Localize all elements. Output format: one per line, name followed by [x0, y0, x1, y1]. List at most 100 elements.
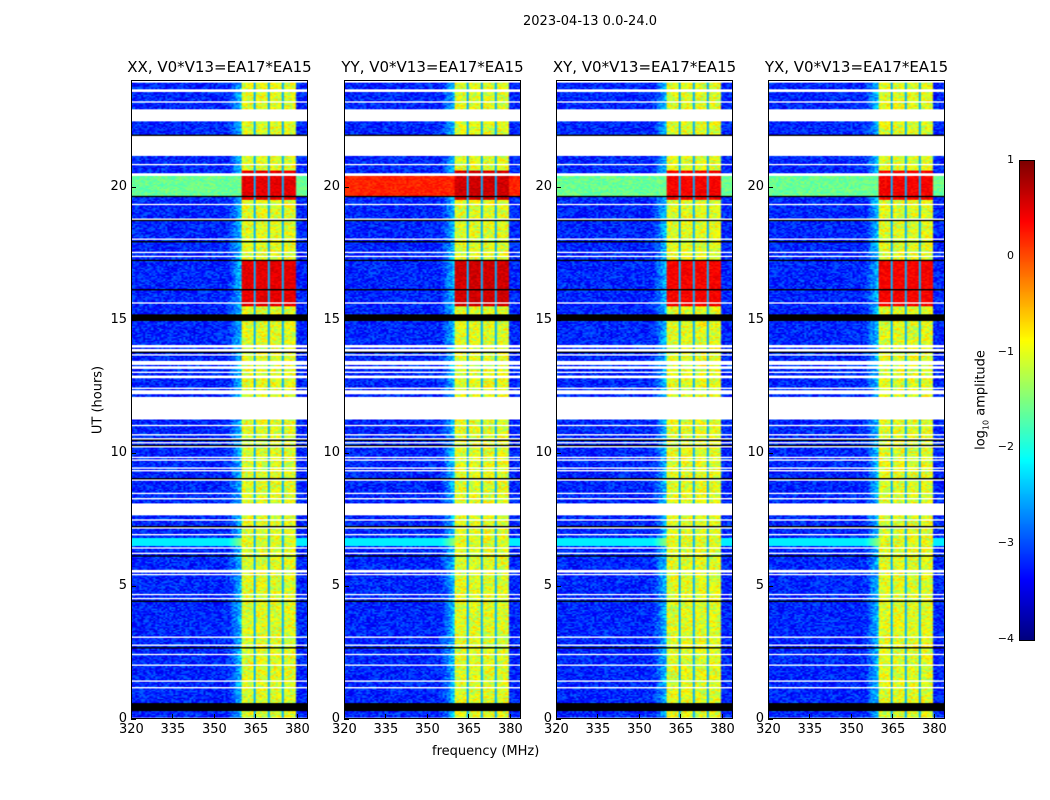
x-tick-mark	[296, 714, 298, 719]
x-tick-mark	[768, 714, 769, 719]
y-tick-label: 0	[543, 711, 552, 726]
y-tick-mark	[768, 452, 773, 454]
x-tick-label: 380	[709, 722, 735, 737]
x-tick-label: 335	[585, 722, 611, 737]
y-tick-mark	[344, 319, 349, 321]
panel-2: XY, V0*V13=EA17*EA15 320 335 350 365 380 0 5 10 1…	[535, 58, 736, 737]
y-tick-mark	[556, 186, 561, 188]
colorbar-tick-label: −1	[997, 344, 1014, 358]
x-tick-label: 335	[797, 722, 823, 737]
x-tick-mark	[468, 714, 470, 719]
y-tick-label: 10	[535, 444, 552, 460]
y-tick-label: 10	[747, 444, 764, 460]
x-tick-mark	[556, 714, 557, 719]
waterfall-heatmap	[344, 80, 521, 719]
panel-1: YY, V0*V13=EA17*EA15 320 335 350 365 380 0 5 10 1…	[323, 58, 523, 737]
y-tick-label: 10	[110, 444, 127, 460]
y-tick-mark	[556, 319, 561, 321]
panel-title: YX, V0*V13=EA17*EA15	[764, 58, 949, 76]
x-tick-label: 380	[284, 722, 310, 737]
panel-title: XX, V0*V13=EA17*EA15	[127, 58, 312, 76]
x-tick-label: 365	[456, 722, 482, 737]
x-tick-label: 320	[756, 722, 781, 737]
y-tick-mark	[344, 452, 349, 454]
x-tick-label: 335	[373, 722, 399, 737]
y-tick-label: 15	[747, 311, 764, 327]
x-tick-mark	[172, 714, 174, 719]
y-tick-label: 5	[331, 577, 340, 593]
x-tick-label: 335	[160, 722, 186, 737]
axes-frame	[131, 80, 308, 719]
x-tick-mark	[255, 714, 257, 719]
y-tick-mark	[556, 452, 561, 454]
y-tick-label: 0	[331, 711, 340, 726]
y-tick-label: 20	[110, 178, 127, 194]
y-tick-mark	[556, 719, 561, 720]
colorbar-tick-label: 1	[1007, 153, 1014, 166]
colorbar	[1019, 160, 1035, 641]
x-tick-mark	[385, 714, 387, 719]
panel-title: YY, V0*V13=EA17*EA15	[341, 58, 524, 76]
x-tick-label: 320	[544, 722, 569, 737]
axes-frame	[344, 80, 521, 719]
figure-title: 2023-04-13 0.0-24.0	[523, 14, 657, 29]
y-tick-mark	[768, 186, 773, 188]
x-tick-label: 365	[880, 722, 906, 737]
x-tick-mark	[131, 714, 132, 719]
colorbar-tick-label: −4	[997, 632, 1014, 645]
x-tick-label: 320	[332, 722, 357, 737]
x-tick-mark	[680, 714, 682, 719]
waterfall-heatmap	[131, 80, 308, 719]
panel-title: XY, V0*V13=EA17*EA15	[552, 58, 737, 76]
y-tick-mark	[768, 319, 773, 321]
y-tick-mark	[768, 585, 773, 587]
x-tick-mark	[933, 714, 935, 719]
waterfall-heatmap	[556, 80, 733, 719]
y-tick-label: 0	[755, 711, 764, 726]
x-tick-mark	[809, 714, 811, 719]
x-tick-label: 365	[668, 722, 694, 737]
colorbar-tick-label: 0	[1007, 248, 1014, 262]
x-tick-label: 350	[414, 722, 440, 737]
y-tick-mark	[344, 585, 349, 587]
y-tick-label: 5	[118, 577, 127, 593]
y-tick-label: 20	[535, 178, 552, 194]
y-tick-label: 15	[535, 311, 552, 327]
panel-3: YX, V0*V13=EA17*EA15 320 335 350 365 380 0 5 10 1…	[747, 58, 948, 737]
y-tick-mark	[768, 719, 773, 720]
y-tick-label: 15	[110, 311, 127, 327]
x-tick-mark	[344, 714, 345, 719]
x-tick-label: 350	[626, 722, 652, 737]
x-tick-mark	[597, 714, 599, 719]
x-tick-label: 350	[201, 722, 227, 737]
colorbar-tick-label: −2	[997, 440, 1014, 454]
axes-frame	[556, 80, 733, 719]
x-tick-label: 350	[838, 722, 864, 737]
x-tick-mark	[426, 714, 428, 719]
x-tick-mark	[213, 714, 215, 719]
x-tick-mark	[638, 714, 640, 719]
colorbar-label: log10 amplitude	[973, 350, 991, 450]
x-tick-mark	[721, 714, 723, 719]
y-tick-label: 20	[323, 178, 340, 194]
y-tick-label: 10	[323, 444, 340, 460]
x-tick-label: 380	[921, 722, 947, 737]
panel-0: XX, V0*V13=EA17*EA15 320 335 350 365 380 0 5 10 1…	[110, 58, 311, 737]
x-tick-mark	[892, 714, 894, 719]
y-tick-label: 20	[747, 178, 764, 194]
y-tick-mark	[131, 719, 136, 720]
y-tick-label: 5	[755, 577, 764, 593]
y-tick-mark	[344, 186, 349, 188]
y-tick-mark	[131, 319, 136, 321]
y-tick-label: 5	[543, 577, 552, 593]
y-tick-mark	[131, 186, 136, 188]
axes-frame	[768, 80, 945, 719]
x-tick-mark	[850, 714, 852, 719]
y-tick-mark	[131, 452, 136, 454]
y-tick-label: 0	[118, 711, 127, 726]
x-axis-label: frequency (MHz)	[432, 744, 540, 759]
colorbar-tick-label: −3	[997, 536, 1014, 550]
x-tick-label: 380	[497, 722, 523, 737]
x-tick-mark	[509, 714, 511, 719]
y-tick-mark	[131, 585, 136, 587]
